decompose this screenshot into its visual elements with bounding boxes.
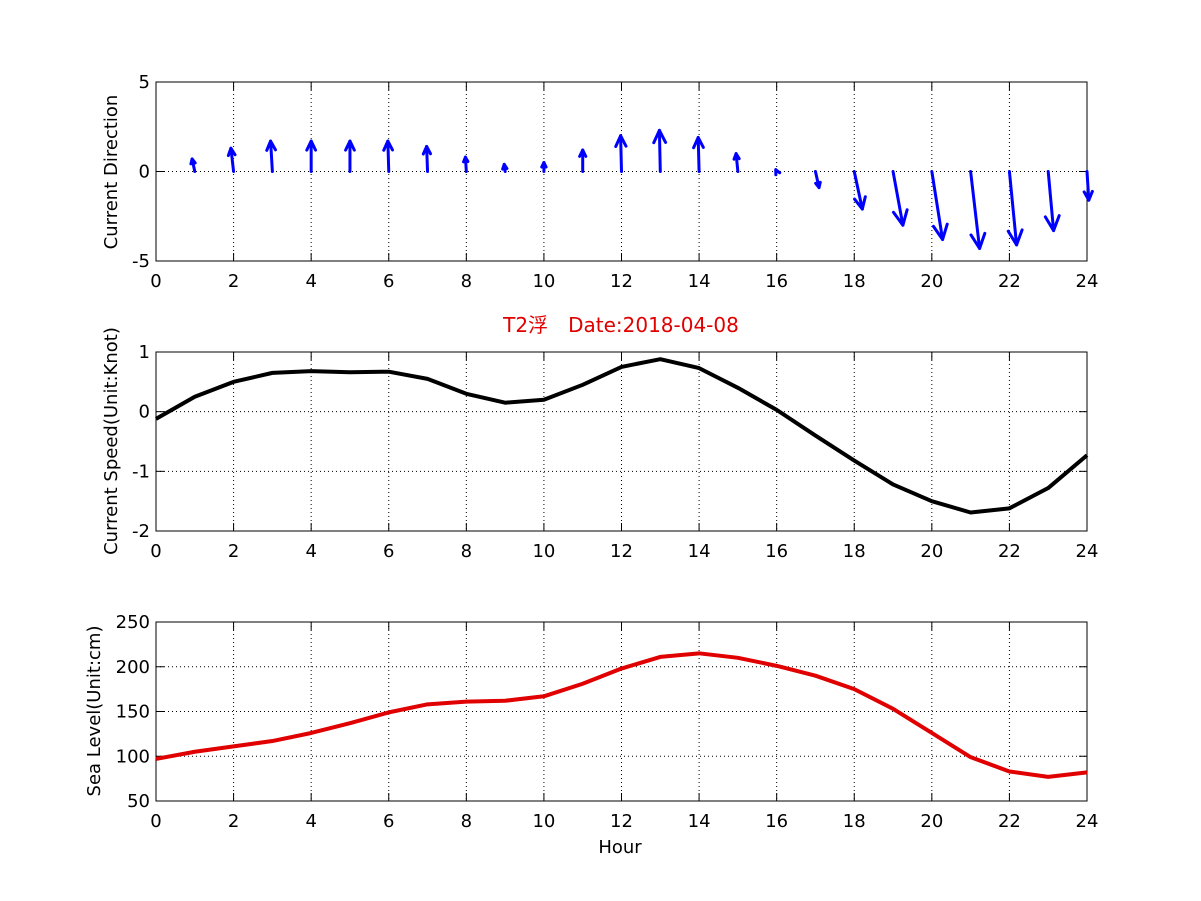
x-tick-label: 14 — [688, 271, 711, 292]
y-tick-label: 50 — [127, 791, 150, 812]
sealevel-axes — [155, 621, 1088, 802]
x-tick-label: 4 — [305, 811, 316, 832]
direction-arrow — [1043, 170, 1061, 233]
x-tick-label: 10 — [532, 811, 555, 832]
direction-arrow — [540, 161, 548, 173]
direction-arrow — [344, 139, 356, 173]
x-tick-label: 6 — [383, 811, 394, 832]
x-tick-label: 18 — [843, 271, 866, 292]
y-tick-label: 0 — [139, 162, 150, 183]
x-tick-label: 6 — [383, 541, 394, 562]
direction-arrow — [462, 155, 470, 173]
y-tick-label: 0 — [139, 402, 150, 423]
direction-arrow — [1082, 170, 1094, 202]
sealevel-ylabel: Sea Level(Unit:cm) — [84, 626, 105, 797]
x-tick-label: 12 — [610, 811, 633, 832]
direction-arrow — [189, 157, 197, 173]
chart-title: T2浮 Date:2018-04-08 — [502, 313, 739, 337]
direction-arrow — [421, 144, 433, 173]
x-tick-label: 24 — [1076, 271, 1099, 292]
y-tick-label: 250 — [116, 612, 150, 633]
x-tick-label: 12 — [610, 271, 633, 292]
y-tick-label: -1 — [132, 461, 150, 482]
y-tick-label: 100 — [116, 746, 150, 767]
sealevel-grid — [155, 621, 1088, 802]
x-tick-label: 10 — [532, 541, 555, 562]
x-tick-label: 4 — [305, 541, 316, 562]
x-tick-label: 2 — [228, 541, 239, 562]
speed-ylabel: Current Speed(Unit:Knot) — [101, 327, 122, 555]
x-tick-label: 2 — [228, 811, 239, 832]
direction-arrow — [265, 139, 277, 173]
x-tick-label: 22 — [998, 541, 1021, 562]
x-tick-label: 16 — [765, 271, 788, 292]
direction-ylabel: Current Direction — [101, 95, 122, 250]
x-tick-label: 4 — [305, 271, 316, 292]
x-tick-label: 8 — [461, 271, 472, 292]
x-tick-label: 14 — [688, 811, 711, 832]
direction-arrow — [226, 146, 237, 173]
direction-arrow — [732, 152, 741, 173]
x-tick-label: 20 — [920, 541, 943, 562]
x-tick-label: 14 — [688, 541, 711, 562]
x-tick-label: 0 — [150, 541, 161, 562]
direction-arrow — [930, 170, 949, 242]
x-tick-label: 8 — [461, 811, 472, 832]
x-tick-label: 16 — [765, 541, 788, 562]
y-tick-label: -2 — [132, 521, 150, 542]
y-tick-label: 200 — [116, 657, 150, 678]
x-tick-label: 24 — [1076, 541, 1099, 562]
direction-arrow — [578, 148, 588, 173]
x-tick-label: 22 — [998, 811, 1021, 832]
direction-arrow — [852, 170, 867, 211]
y-tick-label: -5 — [132, 251, 150, 272]
y-tick-label: 5 — [139, 72, 150, 93]
x-tick-label: 22 — [998, 271, 1021, 292]
direction-arrow — [1006, 170, 1024, 247]
x-tick-label: 0 — [150, 271, 161, 292]
x-tick-label: 24 — [1076, 811, 1099, 832]
x-tick-label: 0 — [150, 811, 161, 832]
direction-arrow — [614, 134, 628, 173]
x-tick-label: 2 — [228, 271, 239, 292]
direction-arrows — [189, 128, 1094, 250]
direction-arrow — [652, 128, 668, 173]
x-tick-label: 18 — [843, 541, 866, 562]
y-tick-label: 150 — [116, 702, 150, 723]
x-tick-label: 20 — [920, 811, 943, 832]
direction-arrow — [501, 162, 509, 173]
direction-arrow — [813, 170, 822, 190]
x-tick-label: 10 — [532, 271, 555, 292]
y-tick-label: 1 — [139, 342, 150, 363]
x-tick-label: 8 — [461, 541, 472, 562]
direction-arrow — [382, 139, 394, 173]
speed-grid — [155, 351, 1088, 532]
direction-arrow — [969, 170, 987, 250]
speed-line-group — [155, 357, 1089, 515]
x-tick-label: 16 — [765, 811, 788, 832]
x-tick-label: 12 — [610, 541, 633, 562]
direction-arrow — [774, 168, 782, 177]
direction-arrow — [891, 170, 909, 227]
direction-arrow — [692, 135, 705, 173]
x-tick-label: 20 — [920, 271, 943, 292]
x-tick-label: 18 — [843, 811, 866, 832]
sealevel-line-group — [155, 651, 1088, 779]
x-tick-label: 6 — [383, 271, 394, 292]
x-axis-label: Hour — [598, 837, 642, 858]
direction-arrow — [305, 139, 318, 173]
direction-grid — [155, 81, 1088, 262]
